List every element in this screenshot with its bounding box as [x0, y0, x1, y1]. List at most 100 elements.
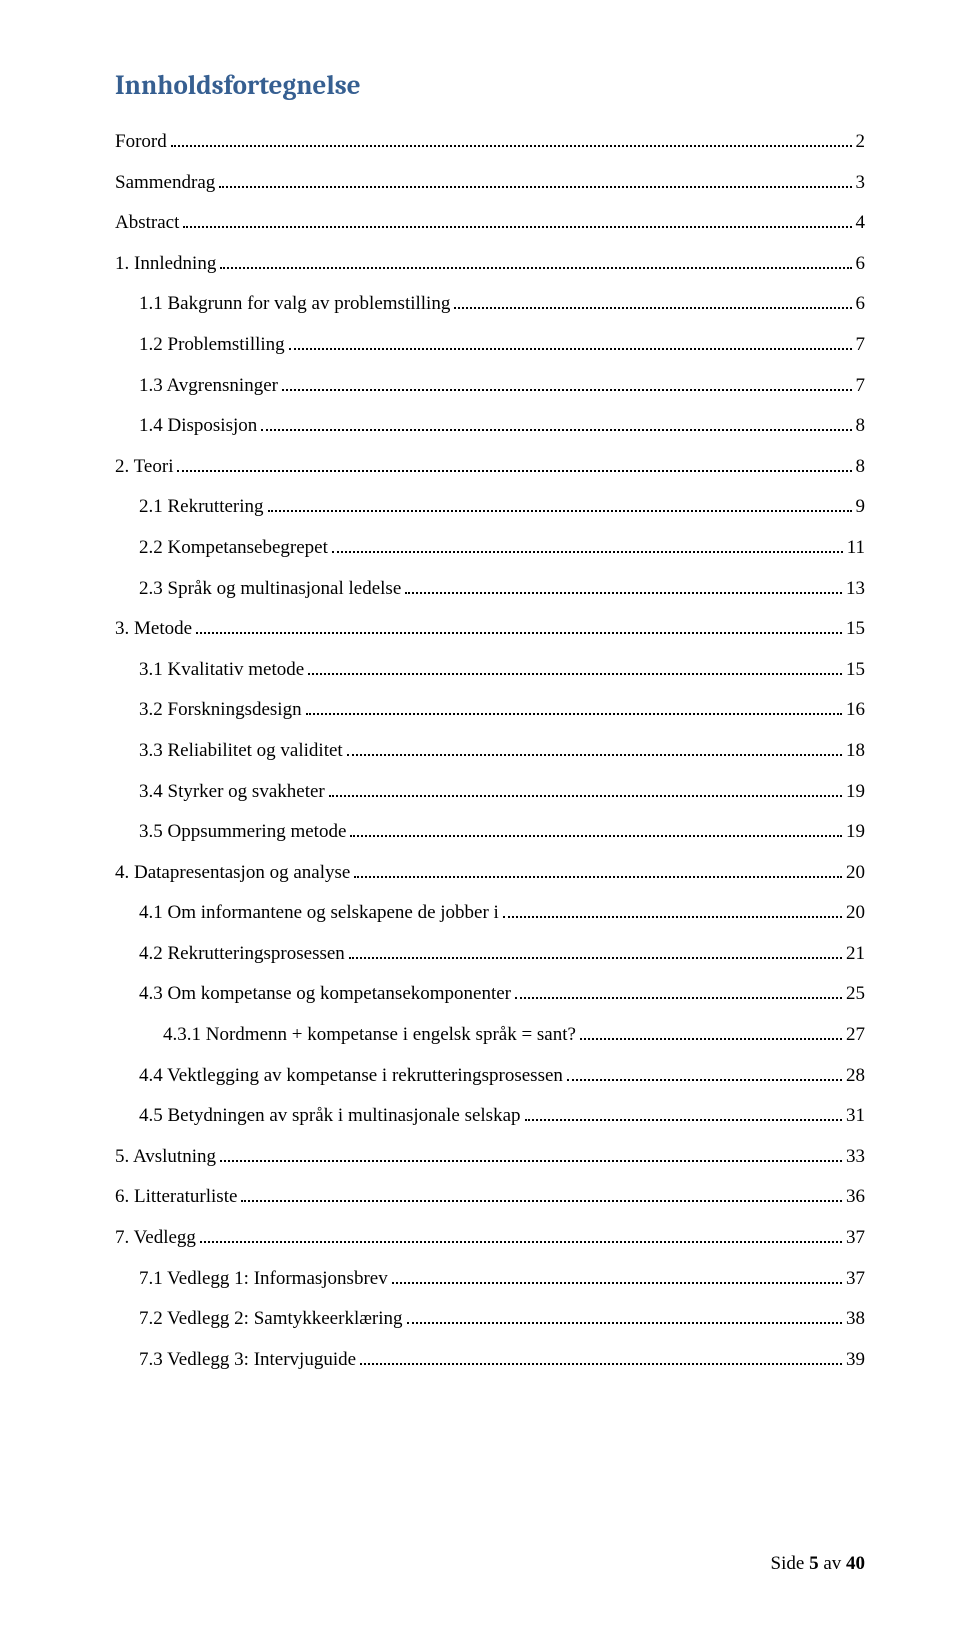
toc-entry[interactable]: 3.5 Oppsummering metode 19 — [115, 819, 865, 846]
toc-entry-label: 1.4 Disposisjon — [139, 413, 257, 440]
toc-entry-page: 18 — [846, 738, 865, 765]
toc-entry-page: 19 — [846, 779, 865, 806]
toc-leader-dots — [515, 997, 842, 999]
toc-entry-label: 3.5 Oppsummering metode — [139, 819, 346, 846]
toc-entry-page: 13 — [846, 576, 865, 603]
toc-entry[interactable]: 7. Vedlegg37 — [115, 1225, 865, 1252]
toc-entry-page: 15 — [846, 657, 865, 684]
toc-entry[interactable]: 3.3 Reliabilitet og validitet18 — [115, 738, 865, 765]
toc-entry[interactable]: 4.3 Om kompetanse og kompetansekomponent… — [115, 981, 865, 1008]
toc-entry[interactable]: 2. Teori 8 — [115, 454, 865, 481]
toc-entry-page: 9 — [856, 494, 866, 521]
table-of-contents: Forord2 Sammendrag3 Abstract 4 1. Innledning… — [115, 129, 865, 1373]
toc-entry-label: 3.2 Forskningsdesign — [139, 697, 302, 724]
toc-entry[interactable]: 2.2 Kompetansebegrepet11 — [115, 535, 865, 562]
toc-entry[interactable]: Sammendrag3 — [115, 170, 865, 197]
toc-entry-page: 4 — [856, 210, 866, 237]
toc-leader-dots — [177, 470, 851, 472]
footer-prefix: Side — [771, 1553, 810, 1574]
toc-leader-dots — [580, 1038, 842, 1040]
toc-entry-label: 4.3.1 Nordmenn + kompetanse i engelsk sp… — [163, 1022, 576, 1049]
toc-leader-dots — [350, 835, 842, 837]
toc-entry[interactable]: 7.3 Vedlegg 3: Intervjuguide 39 — [115, 1347, 865, 1374]
toc-leader-dots — [407, 1322, 842, 1324]
toc-entry-label: 7.3 Vedlegg 3: Intervjuguide — [139, 1347, 356, 1374]
footer-middle: av — [819, 1553, 846, 1574]
toc-entry[interactable]: 4.1 Om informantene og selskapene de job… — [115, 900, 865, 927]
toc-leader-dots — [405, 592, 842, 594]
page-title: Innholdsfortegnelse — [115, 70, 865, 101]
toc-leader-dots — [454, 307, 851, 309]
footer-total-pages: 40 — [846, 1553, 865, 1574]
toc-leader-dots — [200, 1241, 842, 1243]
toc-entry[interactable]: 4.5 Betydningen av språk i multinasjonal… — [115, 1103, 865, 1130]
toc-entry-page: 28 — [846, 1063, 865, 1090]
toc-entry[interactable]: 2.3 Språk og multinasjonal ledelse 13 — [115, 576, 865, 603]
toc-entry-page: 21 — [846, 941, 865, 968]
toc-entry[interactable]: 6. Litteraturliste 36 — [115, 1184, 865, 1211]
toc-entry[interactable]: 4.4 Vektlegging av kompetanse i rekrutte… — [115, 1063, 865, 1090]
toc-entry[interactable]: 7.2 Vedlegg 2: Samtykkeerklæring38 — [115, 1306, 865, 1333]
toc-entry-label: 2. Teori — [115, 454, 173, 481]
toc-entry-label: 4.3 Om kompetanse og kompetansekomponent… — [139, 981, 511, 1008]
toc-entry-label: 7.1 Vedlegg 1: Informasjonsbrev — [139, 1266, 388, 1293]
toc-entry[interactable]: Abstract 4 — [115, 210, 865, 237]
toc-entry-page: 39 — [846, 1347, 865, 1374]
toc-entry-label: 3.1 Kvalitativ metode — [139, 657, 304, 684]
toc-leader-dots — [332, 551, 843, 553]
toc-entry-page: 8 — [856, 454, 866, 481]
toc-entry[interactable]: 1.4 Disposisjon 8 — [115, 413, 865, 440]
toc-entry-label: 1.2 Problemstilling — [139, 332, 285, 359]
toc-entry[interactable]: 2.1 Rekruttering 9 — [115, 494, 865, 521]
toc-entry-page: 20 — [846, 860, 865, 887]
toc-entry-page: 3 — [856, 170, 866, 197]
toc-entry-page: 6 — [856, 291, 866, 318]
footer-current-page: 5 — [809, 1553, 819, 1574]
toc-entry[interactable]: 4.3.1 Nordmenn + kompetanse i engelsk sp… — [115, 1022, 865, 1049]
toc-leader-dots — [261, 429, 851, 431]
toc-entry-page: 20 — [846, 900, 865, 927]
toc-entry-label: 2.3 Språk og multinasjonal ledelse — [139, 576, 401, 603]
toc-entry-page: 7 — [856, 332, 866, 359]
toc-entry-label: 6. Litteraturliste — [115, 1184, 237, 1211]
toc-entry[interactable]: 3.2 Forskningsdesign16 — [115, 697, 865, 724]
toc-entry-label: 4. Datapresentasjon og analyse — [115, 860, 350, 887]
toc-entry-label: 7. Vedlegg — [115, 1225, 196, 1252]
toc-entry-label: 2.1 Rekruttering — [139, 494, 264, 521]
toc-entry-page: 7 — [856, 373, 866, 400]
toc-entry-page: 27 — [846, 1022, 865, 1049]
toc-entry[interactable]: 3. Metode 15 — [115, 616, 865, 643]
toc-entry-label: 3.4 Styrker og svakheter — [139, 779, 325, 806]
toc-entry[interactable]: 3.4 Styrker og svakheter 19 — [115, 779, 865, 806]
toc-entry[interactable]: Forord2 — [115, 129, 865, 156]
toc-entry-page: 8 — [856, 413, 866, 440]
toc-entry-page: 11 — [847, 535, 865, 562]
toc-leader-dots — [268, 510, 852, 512]
toc-leader-dots — [392, 1282, 842, 1284]
toc-entry-label: 1.1 Bakgrunn for valg av problemstilling — [139, 291, 450, 318]
toc-entry[interactable]: 5. Avslutning33 — [115, 1144, 865, 1171]
toc-entry-label: Abstract — [115, 210, 179, 237]
toc-entry-page: 36 — [846, 1184, 865, 1211]
toc-entry-page: 31 — [846, 1103, 865, 1130]
toc-entry[interactable]: 1. Innledning6 — [115, 251, 865, 278]
toc-entry[interactable]: 1.2 Problemstilling 7 — [115, 332, 865, 359]
toc-leader-dots — [308, 673, 842, 675]
toc-entry[interactable]: 4.2 Rekrutteringsprosessen21 — [115, 941, 865, 968]
toc-entry[interactable]: 3.1 Kvalitativ metode 15 — [115, 657, 865, 684]
toc-entry-label: 3. Metode — [115, 616, 192, 643]
toc-leader-dots — [349, 957, 842, 959]
toc-entry[interactable]: 7.1 Vedlegg 1: Informasjonsbrev 37 — [115, 1266, 865, 1293]
toc-entry-page: 15 — [846, 616, 865, 643]
toc-entry-label: 1. Innledning — [115, 251, 216, 278]
toc-leader-dots — [196, 632, 842, 634]
toc-leader-dots — [220, 267, 851, 269]
toc-entry[interactable]: 1.3 Avgrensninger7 — [115, 373, 865, 400]
toc-entry[interactable]: 1.1 Bakgrunn for valg av problemstilling… — [115, 291, 865, 318]
toc-entry-page: 37 — [846, 1266, 865, 1293]
toc-entry-page: 19 — [846, 819, 865, 846]
toc-leader-dots — [503, 916, 842, 918]
toc-leader-dots — [220, 1160, 842, 1162]
toc-entry[interactable]: 4. Datapresentasjon og analyse 20 — [115, 860, 865, 887]
toc-entry-label: 5. Avslutning — [115, 1144, 216, 1171]
